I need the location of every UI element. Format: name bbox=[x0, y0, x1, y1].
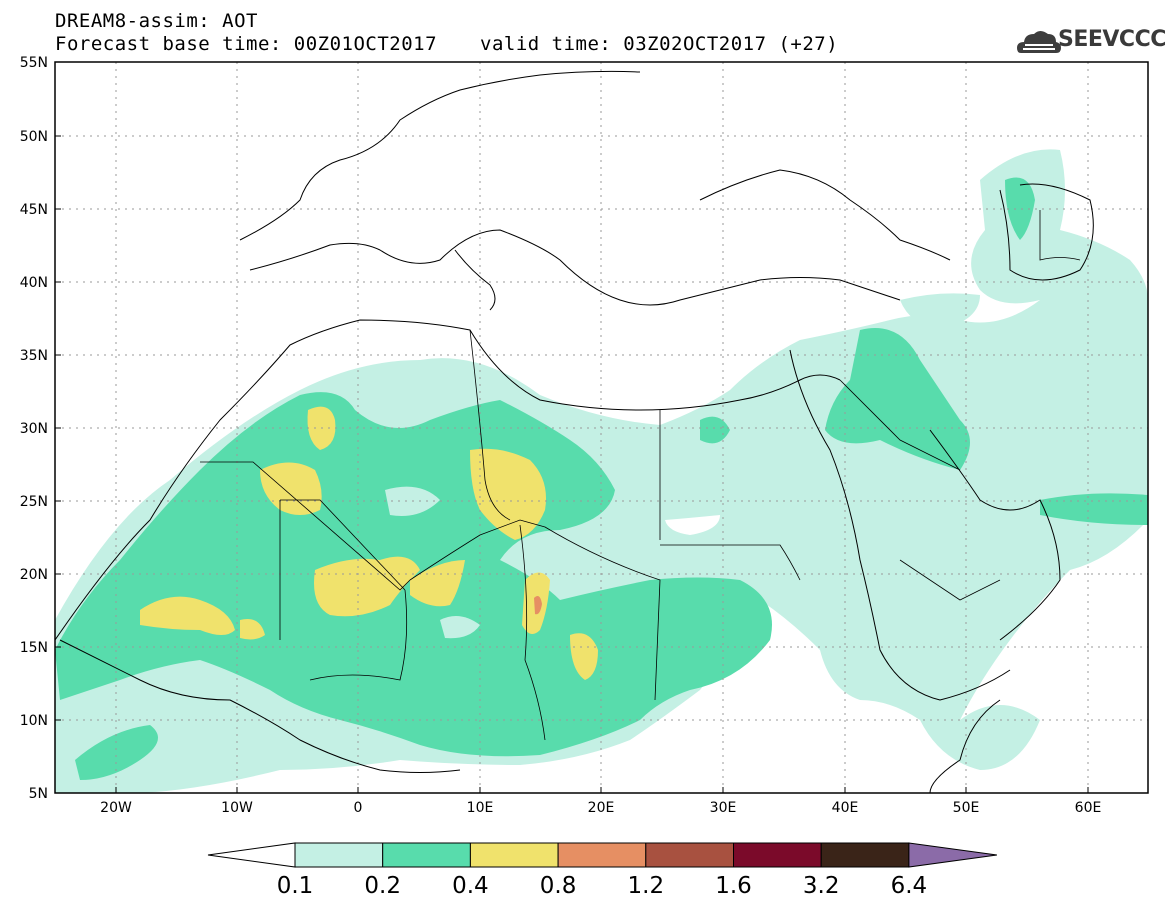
colorbar-bin bbox=[382, 842, 471, 868]
lon-label: 0 bbox=[354, 800, 363, 816]
cloud-icon bbox=[1017, 31, 1061, 53]
aot-map: 55N 50N 45N 40N 35N 30N 25N 20N 15N 10N 5N 20W 10W 0 1… bbox=[20, 55, 1149, 816]
lon-label: 40E bbox=[832, 800, 859, 816]
colorbar-label: 0.1 bbox=[277, 873, 314, 899]
colorbar-label: 0.4 bbox=[452, 873, 489, 899]
aot-field-1-2 bbox=[534, 596, 542, 615]
lon-label: 10W bbox=[221, 800, 253, 816]
lon-label: 20E bbox=[588, 800, 615, 816]
axis-ticks: 55N 50N 45N 40N 35N 30N 25N 20N 15N 10N 5N 20W 10W 0 1… bbox=[20, 55, 1102, 816]
colorbar-bin bbox=[733, 842, 822, 868]
lat-label: 15N bbox=[20, 640, 48, 656]
colorbar-label: 0.2 bbox=[364, 873, 401, 899]
colorbar-over-arrow bbox=[908, 842, 997, 868]
colorbar-bin bbox=[469, 842, 559, 868]
coastlines bbox=[55, 70, 1094, 793]
borders bbox=[200, 210, 1081, 741]
colorbar-label: 3.2 bbox=[803, 873, 840, 899]
valid-time: valid time: 03Z02OCT2017 (+27) bbox=[480, 33, 839, 55]
lon-label: 60E bbox=[1075, 800, 1102, 816]
colorbar-bin bbox=[645, 842, 734, 868]
colorbar-label: 6.4 bbox=[891, 873, 928, 899]
logo-text: SEEVCCC bbox=[1058, 27, 1165, 52]
lon-label: 30E bbox=[710, 800, 737, 816]
map-title: DREAM8-assim: AOT bbox=[55, 10, 258, 32]
lon-label: 50E bbox=[953, 800, 980, 816]
colorbar-label: 1.6 bbox=[715, 873, 752, 899]
lat-label: 20N bbox=[20, 567, 48, 583]
colorbar-bin bbox=[820, 842, 910, 868]
lat-label: 30N bbox=[20, 421, 48, 437]
lat-label: 40N bbox=[20, 275, 48, 291]
lon-label: 10E bbox=[467, 800, 494, 816]
aot-field-0-4 bbox=[140, 406, 598, 680]
lat-label: 45N bbox=[20, 202, 48, 218]
lat-label: 55N bbox=[20, 55, 48, 71]
colorbar-label: 0.8 bbox=[540, 873, 577, 899]
lon-label: 20W bbox=[100, 800, 132, 816]
colorbar-under-arrow bbox=[207, 842, 296, 868]
colorbar-bin bbox=[294, 842, 384, 868]
lat-label: 35N bbox=[20, 348, 48, 364]
lat-label: 25N bbox=[20, 494, 48, 510]
lat-label: 10N bbox=[20, 713, 48, 729]
lat-label: 50N bbox=[20, 129, 48, 145]
colorbar-label: 1.2 bbox=[628, 873, 665, 899]
lat-label: 5N bbox=[29, 786, 48, 802]
grid bbox=[55, 62, 1148, 793]
forecast-base-time: Forecast base time: 00Z01OCT2017 bbox=[55, 33, 438, 55]
colorbar-bin bbox=[557, 842, 647, 868]
